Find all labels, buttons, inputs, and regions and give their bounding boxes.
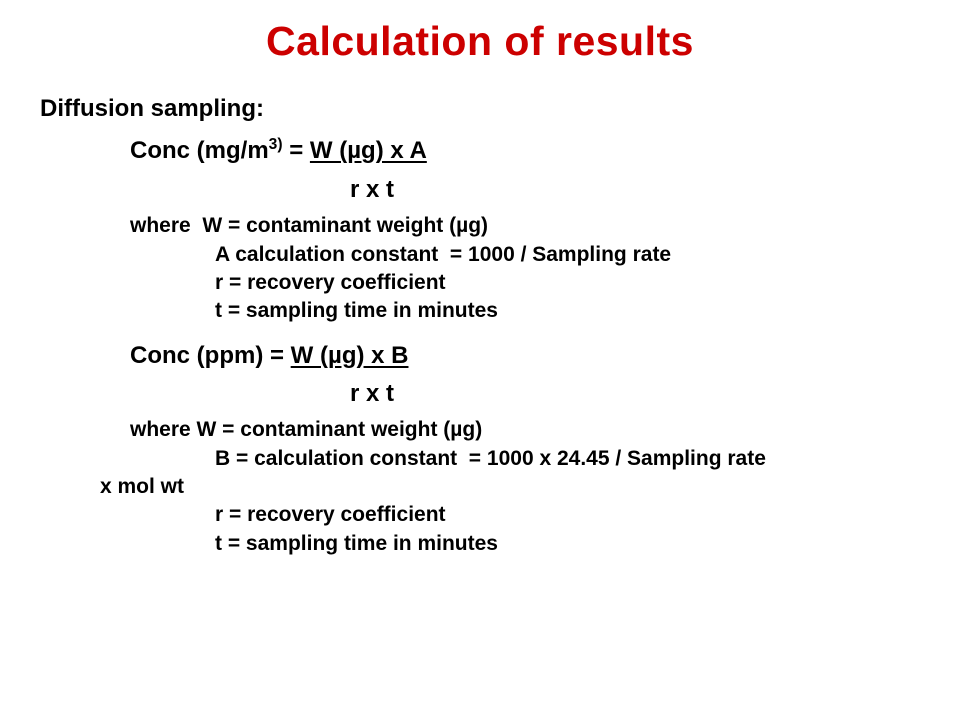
equation-2-denominator-line: r x t xyxy=(40,378,920,410)
equation-1-denominator-line: r x t xyxy=(40,174,920,206)
defs2-line1: where W = contaminant weight (µg) xyxy=(40,416,920,444)
section-heading: Diffusion sampling: xyxy=(40,93,920,125)
eq1-numerator: W (µg) x A xyxy=(310,137,427,164)
eq1-lhs-sup: 3) xyxy=(269,136,283,153)
defs2-line2b: x mol wt xyxy=(40,473,920,501)
slide-title: Calculation of results xyxy=(40,18,920,65)
defs1-line4: t = sampling time in minutes xyxy=(40,297,920,325)
eq2-numerator: W (µg) x B xyxy=(291,342,409,369)
spacer xyxy=(40,326,920,340)
defs1-line2: A calculation constant = 1000 / Sampling… xyxy=(40,241,920,269)
eq2-denominator: r x t xyxy=(350,380,394,407)
eq2-lhs: Conc (ppm) = xyxy=(130,342,291,369)
eq1-lhs-pre: Conc (mg/m xyxy=(130,137,269,164)
equation-1-numerator-line: Conc (mg/m3) = W (µg) x A xyxy=(40,135,920,167)
defs2-line2a: B = calculation constant = 1000 x 24.45 … xyxy=(40,445,920,473)
definitions-1: where W = contaminant weight (µg) A calc… xyxy=(40,212,920,325)
defs2-line3: r = recovery coefficient xyxy=(40,501,920,529)
equation-2-numerator-line: Conc (ppm) = W (µg) x B xyxy=(40,340,920,372)
definitions-2: where W = contaminant weight (µg) B = ca… xyxy=(40,416,920,558)
slide-body: Diffusion sampling: Conc (mg/m3) = W (µg… xyxy=(40,93,920,558)
eq1-denominator: r x t xyxy=(350,176,394,203)
slide: Calculation of results Diffusion samplin… xyxy=(0,0,960,720)
defs1-line3: r = recovery coefficient xyxy=(40,269,920,297)
defs2-line4: t = sampling time in minutes xyxy=(40,530,920,558)
eq1-eq: = xyxy=(283,137,310,164)
defs1-line1: where W = contaminant weight (µg) xyxy=(40,212,920,240)
